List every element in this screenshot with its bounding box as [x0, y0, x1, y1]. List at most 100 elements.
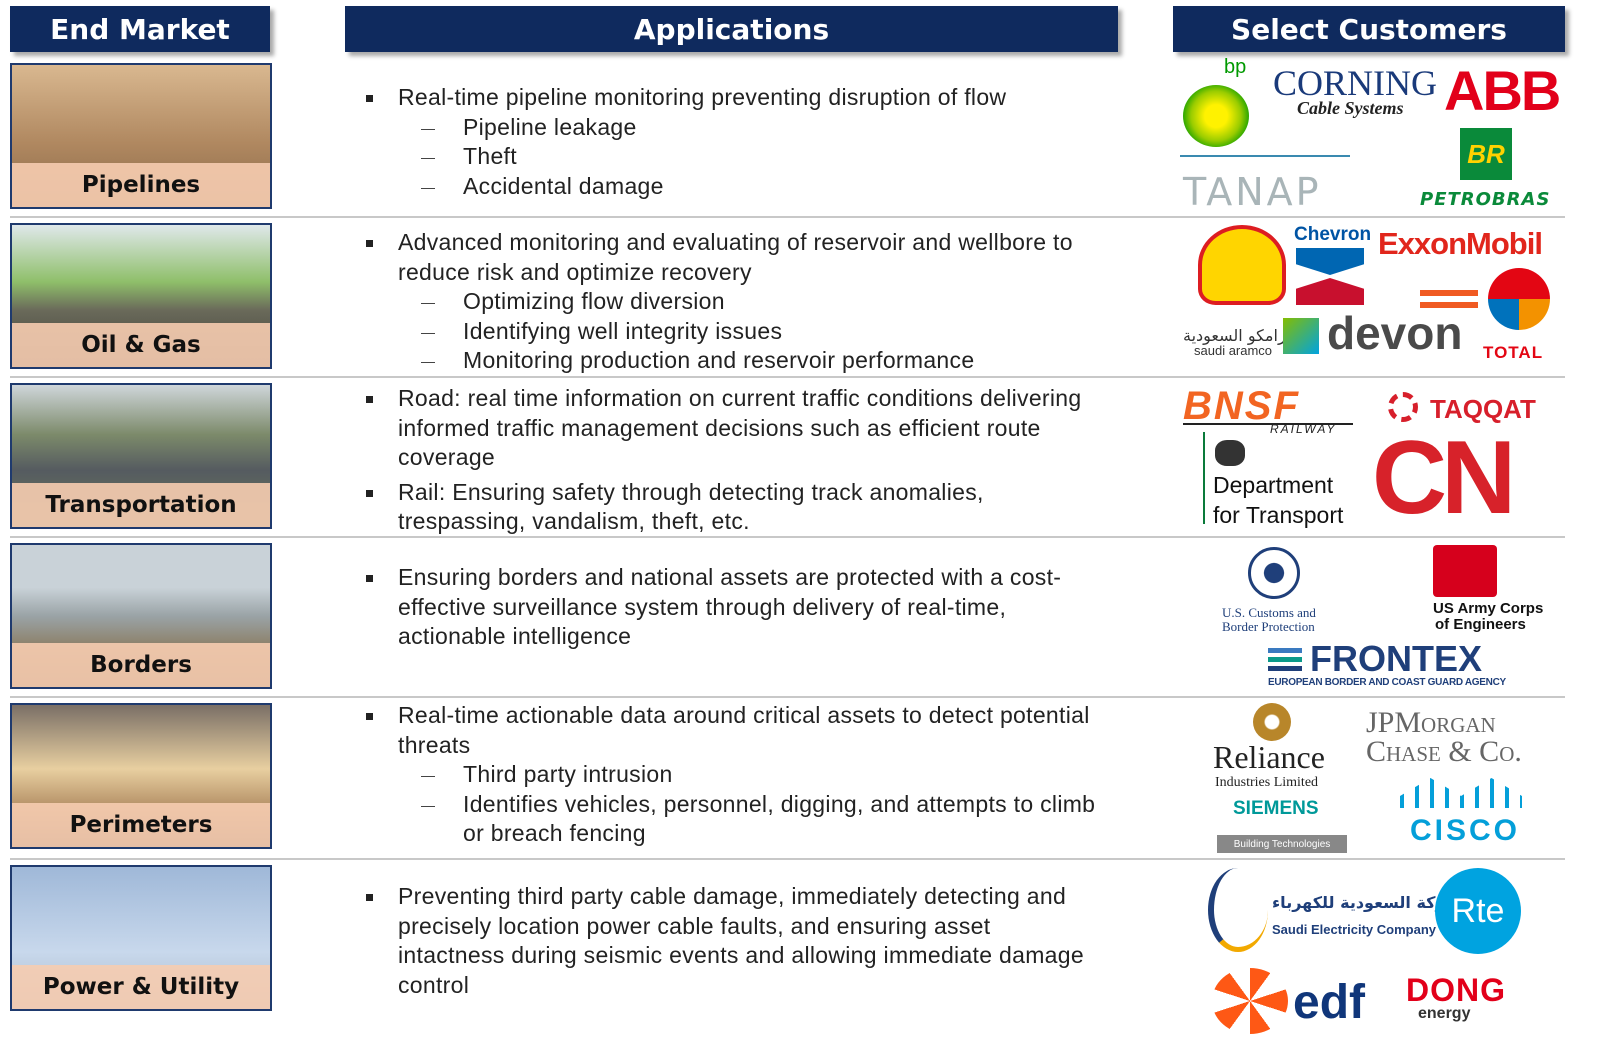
sub-bullet: Optimizing flow diversion: [421, 287, 1103, 317]
header-end-market: End Market: [10, 6, 270, 52]
logo-text: CN: [1372, 420, 1516, 536]
sub-bullet: Identifying well integrity issues: [421, 317, 1103, 347]
aramco-icon: [1283, 318, 1319, 354]
bullet: Real-time pipeline monitoring preventing…: [366, 83, 1098, 201]
dft-crest: [1215, 440, 1245, 466]
sub-marker: [421, 158, 435, 159]
sub-marker: [421, 805, 435, 807]
sub-bullet: Theft: [421, 142, 1103, 172]
logo-text: TANAP: [1183, 170, 1322, 214]
market-label: Transportation: [12, 483, 270, 527]
logo-text: Industries Limited: [1215, 775, 1319, 790]
market-image: Perimeters: [10, 703, 272, 849]
edf-petals: [1212, 968, 1288, 1034]
tanap-line: [1180, 155, 1350, 157]
logo-text: BR: [1460, 128, 1512, 180]
bullet: Real-time actionable data around critica…: [366, 701, 1098, 849]
logo-text: devon: [1327, 307, 1463, 359]
row-separator: [10, 696, 1565, 698]
logo-text: Building Technologies: [1217, 835, 1347, 853]
logo-text: CORNING: [1273, 63, 1438, 103]
usace-castle: [1433, 545, 1497, 597]
logo-text: SIEMENS: [1233, 798, 1319, 819]
logo-text: US Army Corps: [1433, 600, 1544, 617]
bullet-marker: [366, 396, 373, 403]
sub-marker: [421, 776, 435, 777]
logo-text: of Engineers: [1435, 616, 1526, 633]
logo-text: ABB: [1444, 59, 1561, 122]
bullet-marker: [366, 95, 373, 102]
total-lines: [1420, 290, 1478, 296]
bullet-text: Real-time actionable data around critica…: [398, 702, 1090, 758]
logo-text: PETROBRAS: [1420, 189, 1551, 210]
applications: Real-time actionable data around critica…: [366, 701, 1098, 854]
logo-text: for Transport: [1213, 502, 1344, 528]
logo-text: الشركة السعودية للكهرباء: [1272, 893, 1474, 912]
logo-text: Chase & Co.: [1366, 735, 1522, 768]
bp-logo: [1183, 85, 1249, 147]
sec-arc: [1208, 868, 1268, 952]
logo-text: JPMorgan: [1366, 706, 1496, 739]
logo-text: FRONTEX: [1310, 638, 1483, 679]
sub-text: Accidental damage: [463, 172, 664, 199]
bullet-text: Preventing third party cable damage, imm…: [398, 883, 1084, 998]
sub-marker: [421, 187, 435, 189]
header-applications: Applications: [345, 6, 1118, 52]
total-logo: [1488, 268, 1550, 330]
sub-text: Optimizing flow diversion: [463, 288, 725, 314]
logo-text: CISCO: [1410, 814, 1521, 847]
bullet-text: Road: real time information on current t…: [398, 385, 1082, 470]
market-label: Oil & Gas: [12, 323, 270, 367]
bnsf-rule: [1183, 423, 1353, 425]
bullet-text: Advanced monitoring and evaluating of re…: [398, 229, 1073, 285]
sub-bullet: Identifies vehicles, personnel, digging,…: [421, 790, 1103, 849]
bullet-text: Rail: Ensuring safety through detecting …: [398, 478, 984, 535]
bullet-marker: [366, 575, 373, 582]
bullet: Ensuring borders and national assets are…: [366, 563, 1098, 652]
logo-text: BNSF: [1183, 384, 1300, 428]
logo-text: أرامكو السعودية: [1183, 326, 1291, 345]
sub-bullet: Third party intrusion: [421, 760, 1103, 790]
bullet: Preventing third party cable damage, imm…: [366, 882, 1098, 1000]
chevron-shape: [1296, 278, 1364, 305]
logo-text: Saudi Electricity Company: [1272, 922, 1436, 937]
logo-text: Reliance: [1213, 739, 1325, 775]
bullet-marker: [366, 240, 373, 247]
logo-text: bp: [1224, 56, 1247, 78]
logo-text: edf: [1293, 976, 1365, 1029]
bullet-text: Real-time pipeline monitoring preventing…: [398, 84, 1007, 110]
logo-text: RAILWAY: [1270, 422, 1337, 436]
sub-text: Identifying well integrity issues: [463, 317, 783, 344]
sub-bullet: Monitoring production and reservoir perf…: [421, 346, 1103, 376]
row-separator: [10, 858, 1565, 860]
market-image: Power & Utility: [10, 865, 272, 1011]
bullet-marker: [366, 489, 373, 497]
sub-bullet: Accidental damage: [421, 172, 1103, 202]
market-image: Transportation: [10, 383, 272, 529]
logo-text: energy: [1418, 1005, 1471, 1022]
market-image: Pipelines: [10, 63, 272, 209]
logo-text: EUROPEAN BORDER AND COAST GUARD AGENCY: [1268, 677, 1506, 688]
market-label: Pipelines: [12, 163, 270, 207]
applications: Advanced monitoring and evaluating of re…: [366, 228, 1098, 381]
market-image: Borders: [10, 543, 272, 689]
row-separator: [10, 536, 1565, 538]
logo-text: Border Protection: [1222, 619, 1315, 634]
cbp-seal: [1248, 547, 1300, 599]
sub-marker: [421, 303, 435, 304]
logo-text: TAQQAT: [1430, 394, 1536, 424]
market-image: Oil & Gas: [10, 223, 272, 369]
logo-text: Cable Systems: [1297, 98, 1404, 118]
sub-text: Third party intrusion: [463, 761, 673, 787]
sub-bullet: Pipeline leakage: [421, 113, 1103, 143]
chevron-shape: [1296, 248, 1364, 275]
sub-text: Pipeline leakage: [463, 113, 637, 140]
bullet: Rail: Ensuring safety through detecting …: [366, 478, 1098, 537]
frontex-icon: [1268, 648, 1302, 653]
logo-text: Rte: [1435, 868, 1521, 954]
header-customers: Select Customers: [1173, 6, 1565, 52]
row-separator: [10, 376, 1565, 378]
sub-marker: [421, 362, 435, 363]
bullet: Advanced monitoring and evaluating of re…: [366, 228, 1098, 376]
